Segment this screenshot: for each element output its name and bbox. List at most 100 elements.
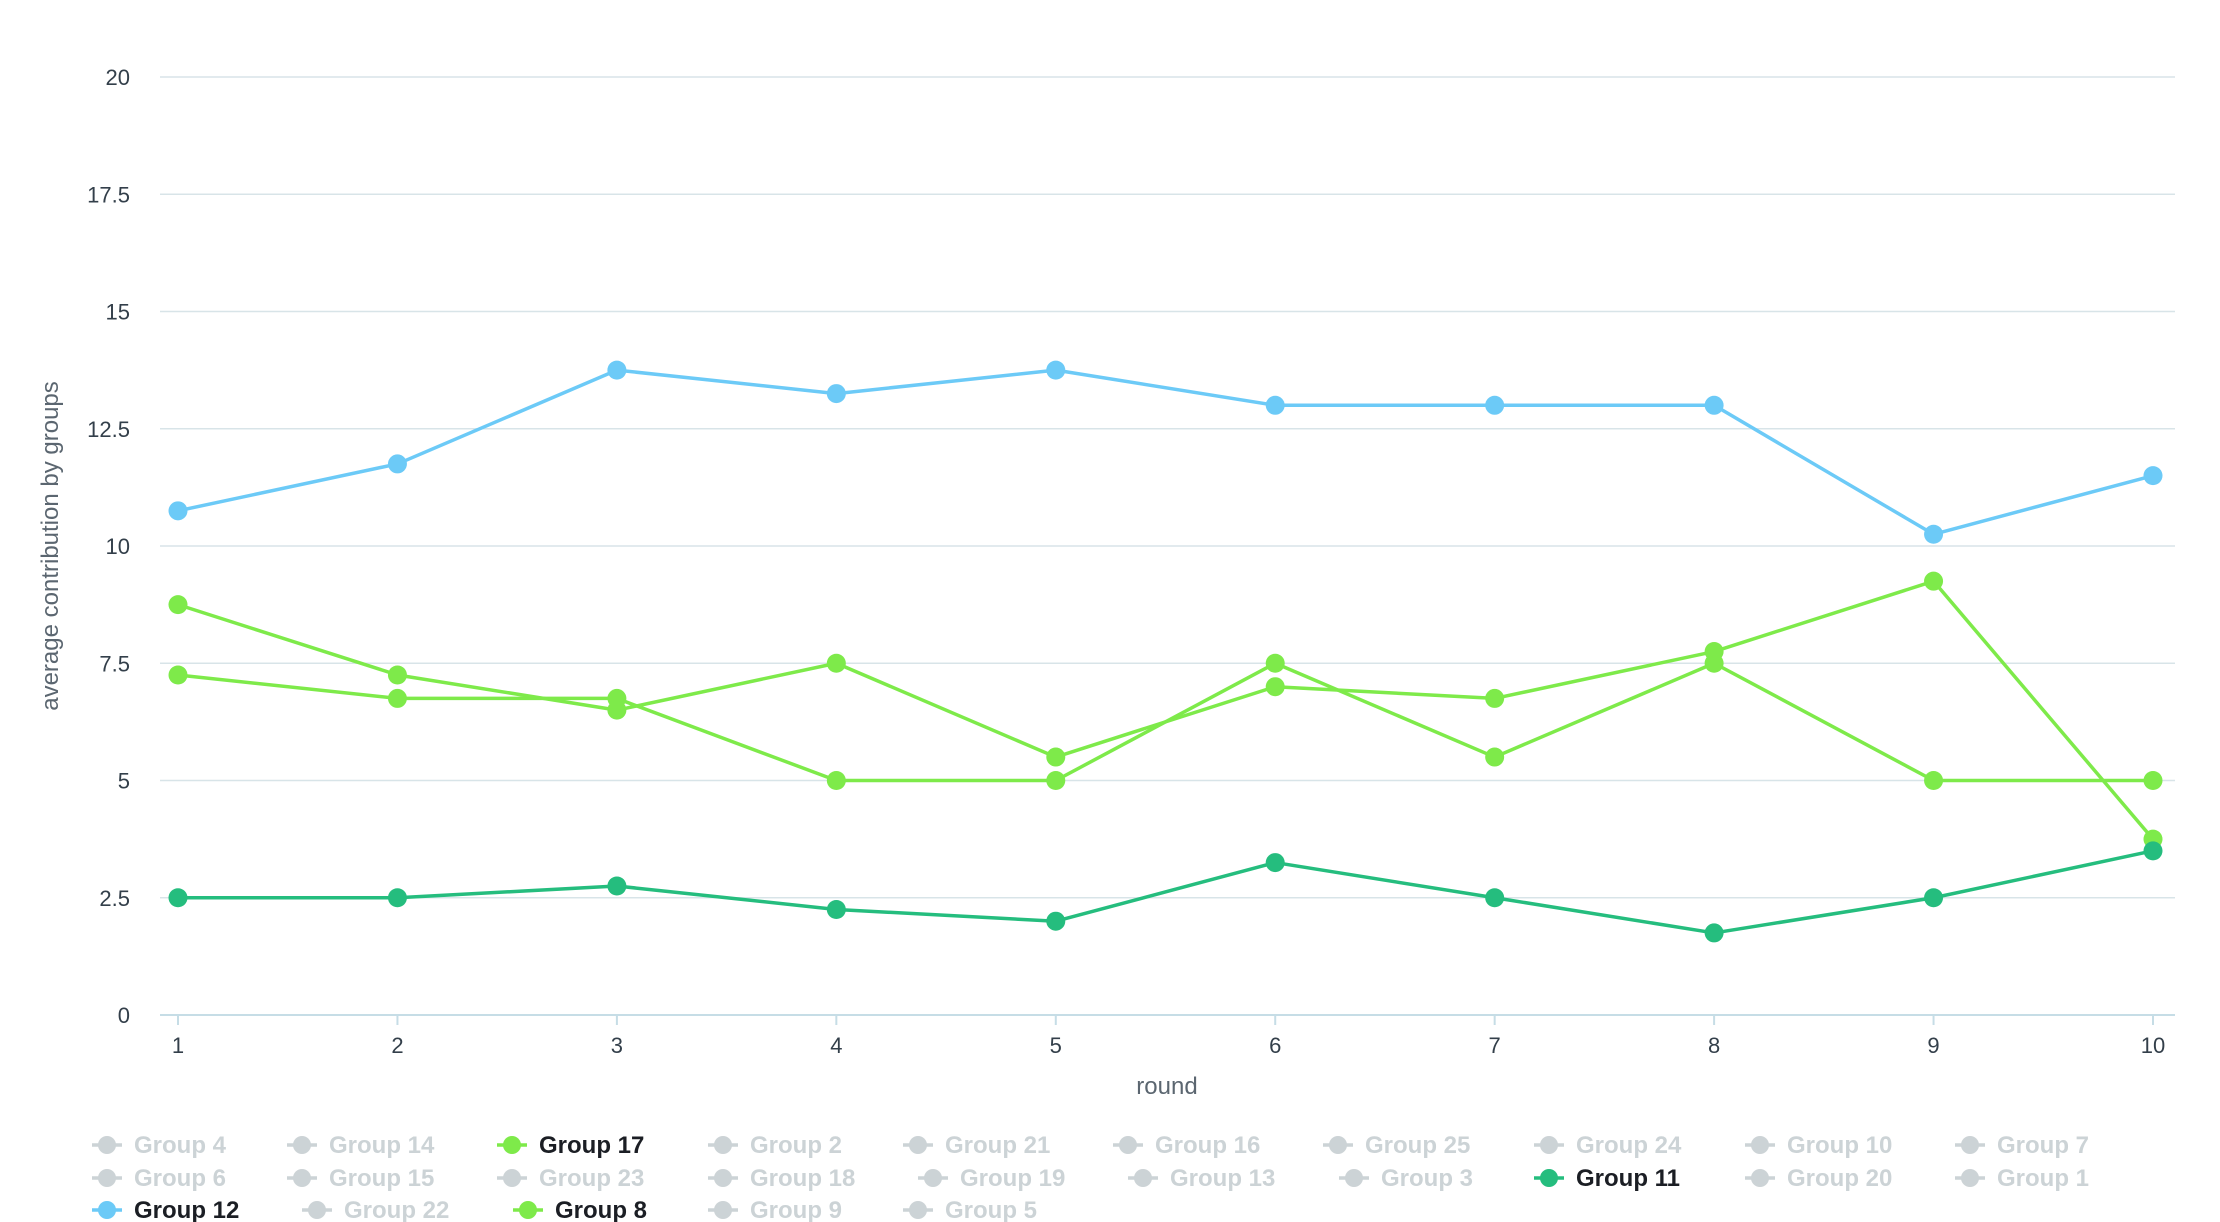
legend-marker-icon [98, 1201, 116, 1219]
series-group-17 [168, 571, 2163, 849]
data-point[interactable] [1924, 888, 1944, 908]
legend-marker-icon [293, 1169, 311, 1187]
legend-item-group-18[interactable]: Group 18 [708, 1165, 855, 1192]
legend-marker-icon [519, 1201, 537, 1219]
legend-item-group-21[interactable]: Group 21 [903, 1132, 1050, 1159]
data-point[interactable] [1924, 524, 1944, 544]
legend-label: Group 16 [1155, 1132, 1260, 1159]
y-axis: 0 2.5 5 7.5 10 12.5 15 17.5 20 [87, 65, 130, 1028]
data-point[interactable] [387, 888, 407, 908]
data-point[interactable] [1046, 360, 1066, 380]
x-axis-title: round [1136, 1073, 1197, 1100]
data-point[interactable] [168, 595, 188, 615]
data-point[interactable] [168, 888, 188, 908]
data-point[interactable] [607, 876, 627, 896]
legend-item-group-14[interactable]: Group 14 [287, 1132, 435, 1159]
legend-item-group-7[interactable]: Group 7 [1955, 1132, 2089, 1159]
data-point[interactable] [1046, 911, 1066, 931]
legend-item-group-16[interactable]: Group 16 [1113, 1132, 1260, 1159]
data-point[interactable] [1485, 747, 1505, 767]
legend-item-group-24[interactable]: Group 24 [1534, 1132, 1682, 1159]
legend-item-group-12[interactable]: Group 12 [92, 1197, 239, 1222]
legend-marker-icon [909, 1201, 927, 1219]
data-point[interactable] [2143, 841, 2163, 861]
legend-label: Group 18 [750, 1165, 855, 1192]
legend-label: Group 7 [1997, 1132, 2089, 1159]
legend-item-group-1[interactable]: Group 1 [1955, 1165, 2089, 1192]
data-point[interactable] [1924, 571, 1944, 591]
legend-item-group-22[interactable]: Group 22 [302, 1197, 449, 1222]
y-tick-label: 0 [118, 1003, 130, 1028]
data-point[interactable] [1046, 771, 1066, 790]
data-point[interactable] [1265, 677, 1285, 697]
data-point[interactable] [607, 688, 627, 708]
legend-marker-icon [714, 1201, 732, 1219]
legend-item-group-20[interactable]: Group 20 [1745, 1165, 1892, 1192]
data-point[interactable] [826, 653, 846, 673]
legend-item-group-2[interactable]: Group 2 [708, 1132, 842, 1159]
legend-marker-icon [1540, 1136, 1558, 1154]
legend-item-group-15[interactable]: Group 15 [287, 1165, 434, 1192]
legend-label: Group 25 [1365, 1132, 1470, 1159]
series-layer [168, 360, 2163, 943]
legend-marker-icon [503, 1136, 521, 1154]
data-point[interactable] [607, 360, 627, 380]
legend-item-group-17[interactable]: Group 17 [497, 1132, 644, 1159]
data-point[interactable] [168, 665, 188, 685]
data-point[interactable] [1485, 888, 1505, 908]
legend-marker-icon [1961, 1136, 1979, 1154]
x-tick-label: 9 [1927, 1033, 1939, 1058]
x-tick-label: 8 [1708, 1033, 1720, 1058]
legend-label: Group 22 [344, 1197, 449, 1222]
data-point[interactable] [387, 454, 407, 474]
data-point[interactable] [1265, 395, 1285, 415]
data-point[interactable] [1924, 771, 1944, 790]
data-point[interactable] [826, 384, 846, 404]
data-point[interactable] [1046, 747, 1066, 767]
legend-marker-icon [1119, 1136, 1137, 1154]
legend-item-group-13[interactable]: Group 13 [1128, 1165, 1275, 1192]
legend-item-group-23[interactable]: Group 23 [497, 1165, 644, 1192]
legend-item-group-25[interactable]: Group 25 [1323, 1132, 1470, 1159]
legend-item-group-11[interactable]: Group 11 [1534, 1165, 1680, 1192]
x-tick-label: 1 [172, 1033, 184, 1058]
legend-marker-icon [1329, 1136, 1347, 1154]
data-point[interactable] [1485, 688, 1505, 708]
data-point[interactable] [2143, 771, 2163, 790]
data-point[interactable] [387, 665, 407, 685]
legend-item-group-3[interactable]: Group 3 [1339, 1165, 1473, 1192]
series-group-8 [168, 653, 2163, 790]
legend-marker-icon [1134, 1169, 1152, 1187]
y-tick-label: 17.5 [87, 182, 130, 207]
data-point[interactable] [1485, 395, 1505, 415]
y-tick-label: 20 [106, 65, 130, 90]
legend-item-group-5[interactable]: Group 5 [903, 1197, 1037, 1222]
data-point[interactable] [1704, 653, 1724, 673]
legend-marker-icon [98, 1169, 116, 1187]
data-point[interactable] [1265, 853, 1285, 873]
data-point[interactable] [168, 501, 188, 521]
legend-marker-icon [1540, 1169, 1558, 1187]
legend-item-group-6[interactable]: Group 6 [92, 1165, 226, 1192]
legend-item-group-19[interactable]: Group 19 [918, 1165, 1065, 1192]
legend-marker-icon [98, 1136, 116, 1154]
legend-label: Group 1 [1997, 1165, 2089, 1192]
legend-item-group-10[interactable]: Group 10 [1745, 1132, 1892, 1159]
data-point[interactable] [826, 899, 846, 919]
y-tick-label: 7.5 [99, 651, 130, 676]
legend-label: Group 2 [750, 1132, 842, 1159]
legend-marker-icon [1751, 1136, 1769, 1154]
data-point[interactable] [387, 688, 407, 708]
data-point[interactable] [2143, 466, 2163, 486]
legend-marker-icon [909, 1136, 927, 1154]
data-point[interactable] [1265, 653, 1285, 673]
legend-item-group-9[interactable]: Group 9 [708, 1197, 842, 1222]
legend-item-group-8[interactable]: Group 8 [513, 1197, 647, 1222]
legend-marker-icon [924, 1169, 942, 1187]
data-point[interactable] [826, 771, 846, 790]
legend-item-group-4[interactable]: Group 4 [92, 1132, 227, 1159]
legend-label: Group 15 [329, 1165, 434, 1192]
data-point[interactable] [1704, 923, 1724, 943]
data-point[interactable] [1704, 395, 1724, 415]
